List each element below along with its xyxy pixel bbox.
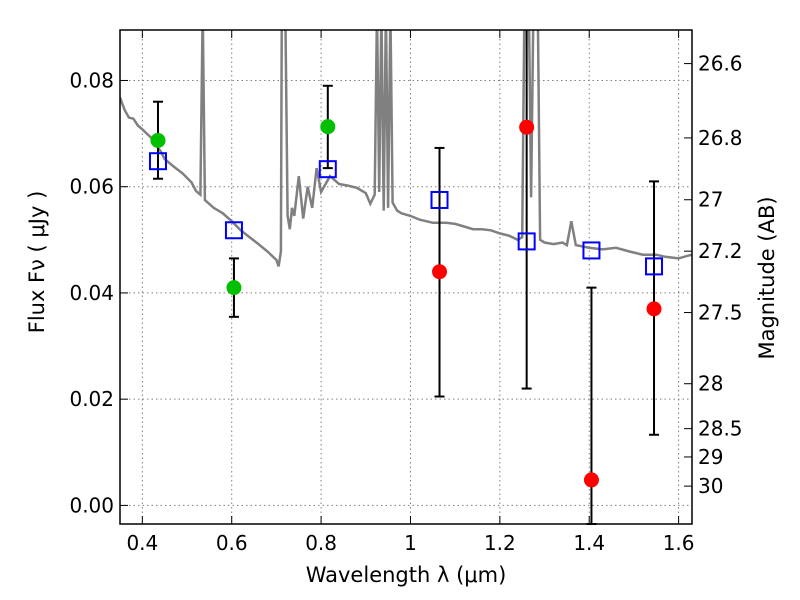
mag-tick-label: 27.5 (698, 301, 743, 325)
x-tick-label: 1 (404, 531, 417, 555)
y-tick-label: 0.08 (69, 68, 114, 92)
x-tick-label: 1.2 (484, 531, 516, 555)
mag-tick-label: 26.8 (698, 126, 743, 150)
x-tick-label: 0.6 (216, 531, 248, 555)
y-tick-label: 0.02 (69, 387, 114, 411)
y-axis-label-right: Magnitude (AB) (755, 196, 779, 359)
red-data-point (646, 301, 662, 317)
y-tick-label: 0.00 (69, 493, 114, 517)
plot-frame (119, 29, 693, 525)
green-data-point (320, 119, 336, 135)
mag-tick-label: 29 (698, 445, 723, 469)
mag-tick-label: 27 (698, 188, 723, 212)
x-tick-label: 1.4 (573, 531, 605, 555)
plot-background (120, 30, 692, 524)
model-photometry-square (430, 190, 449, 209)
data-marks (148, 30, 664, 525)
mag-tick-label: 28.5 (698, 417, 743, 441)
x-axis-label: Wavelength λ (μm) (306, 563, 507, 587)
y-tick-label: 0.06 (69, 175, 114, 199)
model-photometry-square (582, 241, 601, 260)
red-data-point (519, 119, 535, 135)
model-photometry-square (318, 160, 337, 179)
red-data-point (432, 264, 448, 280)
mag-tick-label: 26.6 (698, 52, 743, 76)
model-photometry-square (148, 152, 167, 171)
grid (120, 30, 692, 524)
x-tick-label: 0.8 (305, 531, 337, 555)
x-tick-label: 1.6 (663, 531, 695, 555)
mag-tick-label: 27.2 (698, 239, 743, 263)
mag-tick-label: 30 (698, 474, 723, 498)
model-spectrum-line (120, 30, 692, 267)
red-data-point (583, 472, 599, 488)
axis-ticks: 0.4 0.6 0.8 1 1.2 1.4 1.6 0.00 0.02 0.04 0.06 0.08 2… (69, 30, 743, 555)
mag-tick-label: 28 (698, 372, 723, 396)
model-photometry-square (645, 257, 664, 276)
x-tick-label: 0.4 (126, 531, 158, 555)
green-data-point (226, 280, 242, 296)
y-axis-label-left: Flux Fν ( μJy ) (25, 191, 49, 334)
green-data-point (150, 132, 166, 148)
y-tick-label: 0.04 (69, 281, 114, 305)
model-photometry-square (224, 221, 243, 240)
model-photometry-square (517, 232, 536, 251)
